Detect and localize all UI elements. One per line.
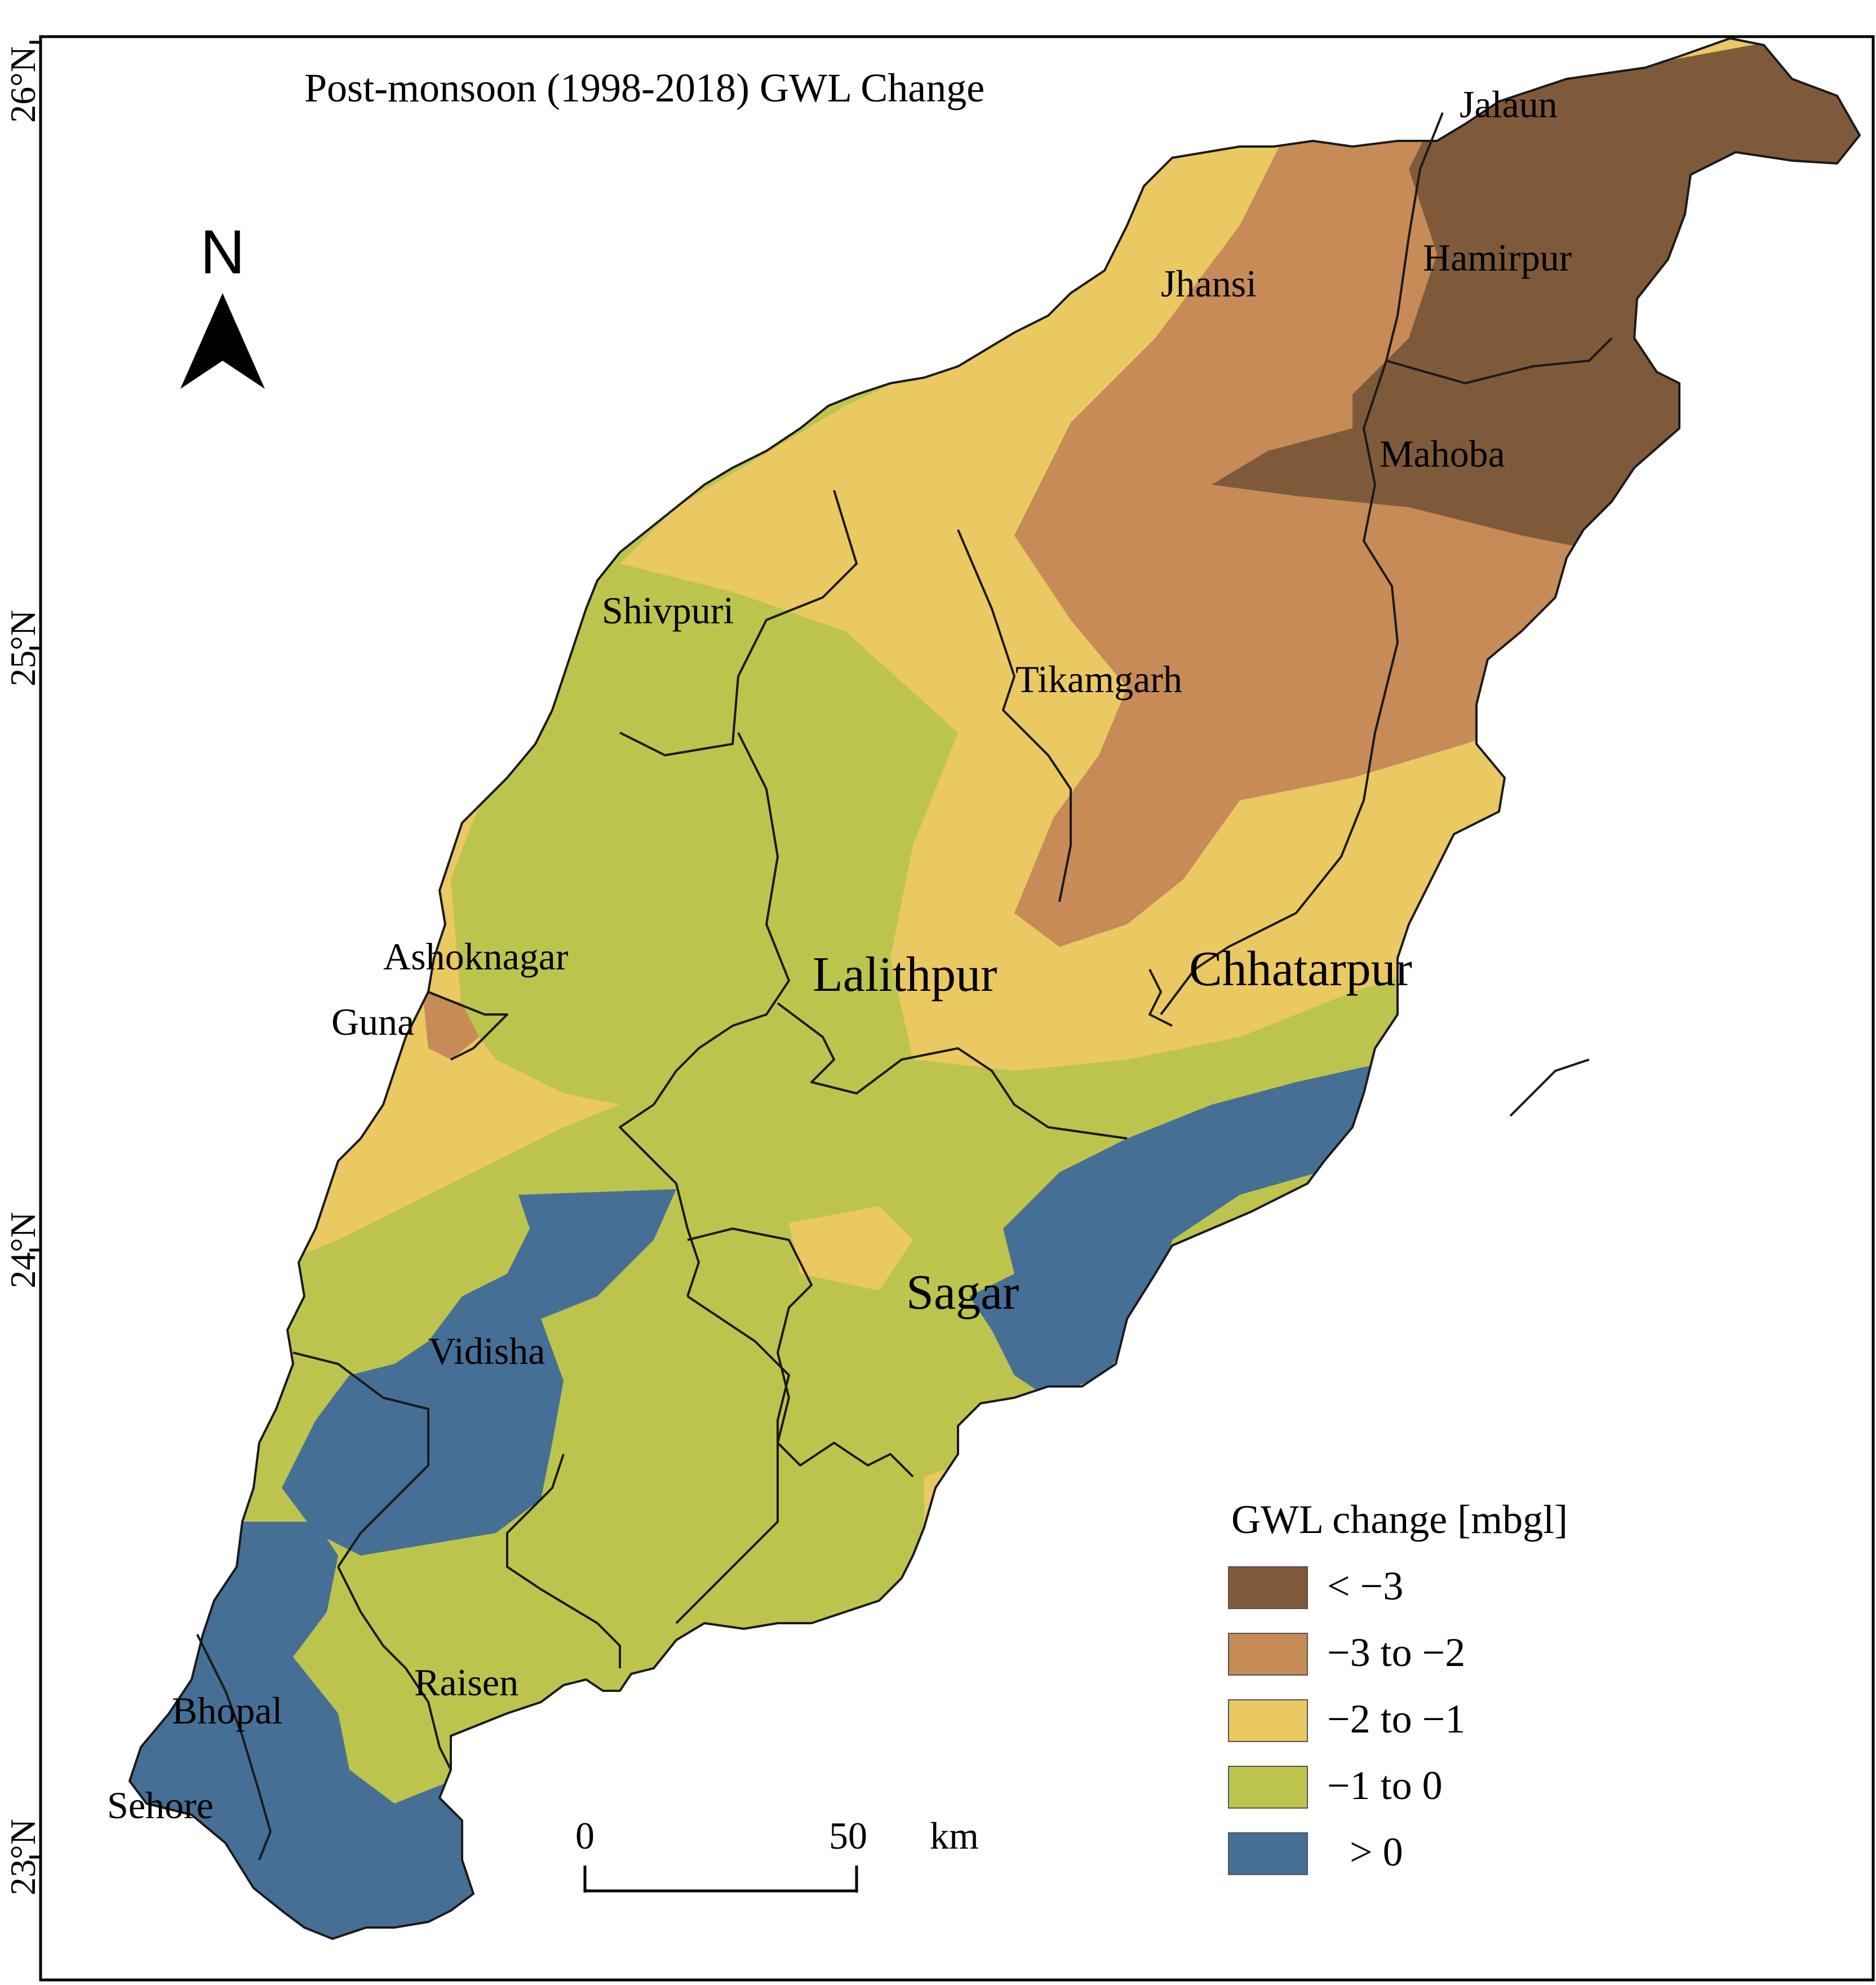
lat-label-23: 23°N <box>3 1819 43 1895</box>
north-arrow-icon: N <box>180 218 265 389</box>
zone-gt-0-southwest <box>130 1522 473 1939</box>
legend-title: GWL change [mbgl] <box>1231 1497 1568 1542</box>
label-vidisha: Vidisha <box>428 1330 545 1372</box>
legend-swatch <box>1228 1699 1308 1742</box>
legend-item: −3 to −2 <box>1228 1630 1465 1676</box>
scale-unit: km <box>930 1814 979 1857</box>
latitude-labels: 26°N 25°N 24°N 23°N <box>3 46 43 1895</box>
lat-label-26: 26°N <box>3 46 43 123</box>
legend-item: −2 to −1 <box>1228 1696 1465 1742</box>
legend-label: > 0 <box>1350 1829 1403 1875</box>
legend-swatch <box>1228 1766 1308 1809</box>
legend-label: −3 to −2 <box>1327 1630 1465 1675</box>
lat-label-25: 25°N <box>3 610 43 686</box>
legend-swatch <box>1228 1633 1308 1676</box>
label-hamirpur: Hamirpur <box>1423 236 1572 279</box>
label-sagar: Sagar <box>906 1265 1019 1320</box>
label-jalaun: Jalaun <box>1460 83 1558 126</box>
zone-gt-0-sagar <box>969 1060 1398 1398</box>
label-ashoknagar: Ashoknagar <box>383 935 569 978</box>
label-jhansi: Jhansi <box>1161 262 1257 305</box>
map-frame <box>39 35 1875 1982</box>
legend-label: < −3 <box>1327 1563 1403 1609</box>
legend-label: −1 to 0 <box>1327 1763 1443 1808</box>
label-shivpuri: Shivpuri <box>602 589 734 632</box>
scale-end: 50 <box>829 1814 867 1857</box>
label-mahoba: Mahoba <box>1380 432 1505 475</box>
legend-swatch <box>1228 1566 1308 1609</box>
label-bhopal: Bhopal <box>172 1689 282 1732</box>
legend-label: −2 to −1 <box>1327 1696 1465 1742</box>
legend-swatch <box>1228 1832 1308 1875</box>
map-title: Post-monsoon (1998-2018) GWL Change <box>304 65 984 110</box>
label-guna: Guna <box>331 1000 414 1043</box>
north-label: N <box>200 218 245 287</box>
legend-item: < −3 <box>1228 1563 1403 1609</box>
label-raisen: Raisen <box>414 1661 518 1704</box>
district-borders <box>128 37 1861 1940</box>
zone-minus2-to-minus1-patch <box>789 1206 913 1291</box>
legend: GWL change [mbgl] < −3 −3 to −2 −2 to −1… <box>1228 1497 1568 1875</box>
zone-minus2-to-minus1-patch2 <box>924 1465 958 1533</box>
lat-label-24: 24°N <box>3 1212 43 1288</box>
legend-item: > 0 <box>1228 1829 1403 1875</box>
zone-gt-0-vidisha <box>282 1189 676 1556</box>
label-chhatarpur: Chhatarpur <box>1189 942 1412 996</box>
label-lalithpur: Lalithpur <box>813 947 997 1002</box>
scale-bar: 0 50 km <box>575 1814 979 1893</box>
district-labels: Jalaun Hamirpur Jhansi Mahoba Shivpuri T… <box>107 83 1572 1827</box>
zone-minus3-to-minus2-guna <box>423 992 479 1060</box>
label-sehore: Sehore <box>107 1784 214 1827</box>
scale-start: 0 <box>575 1814 595 1857</box>
label-tikamgarh: Tikamgarh <box>1015 658 1182 701</box>
latitude-ticks <box>29 41 41 1859</box>
legend-item: −1 to 0 <box>1228 1763 1443 1809</box>
